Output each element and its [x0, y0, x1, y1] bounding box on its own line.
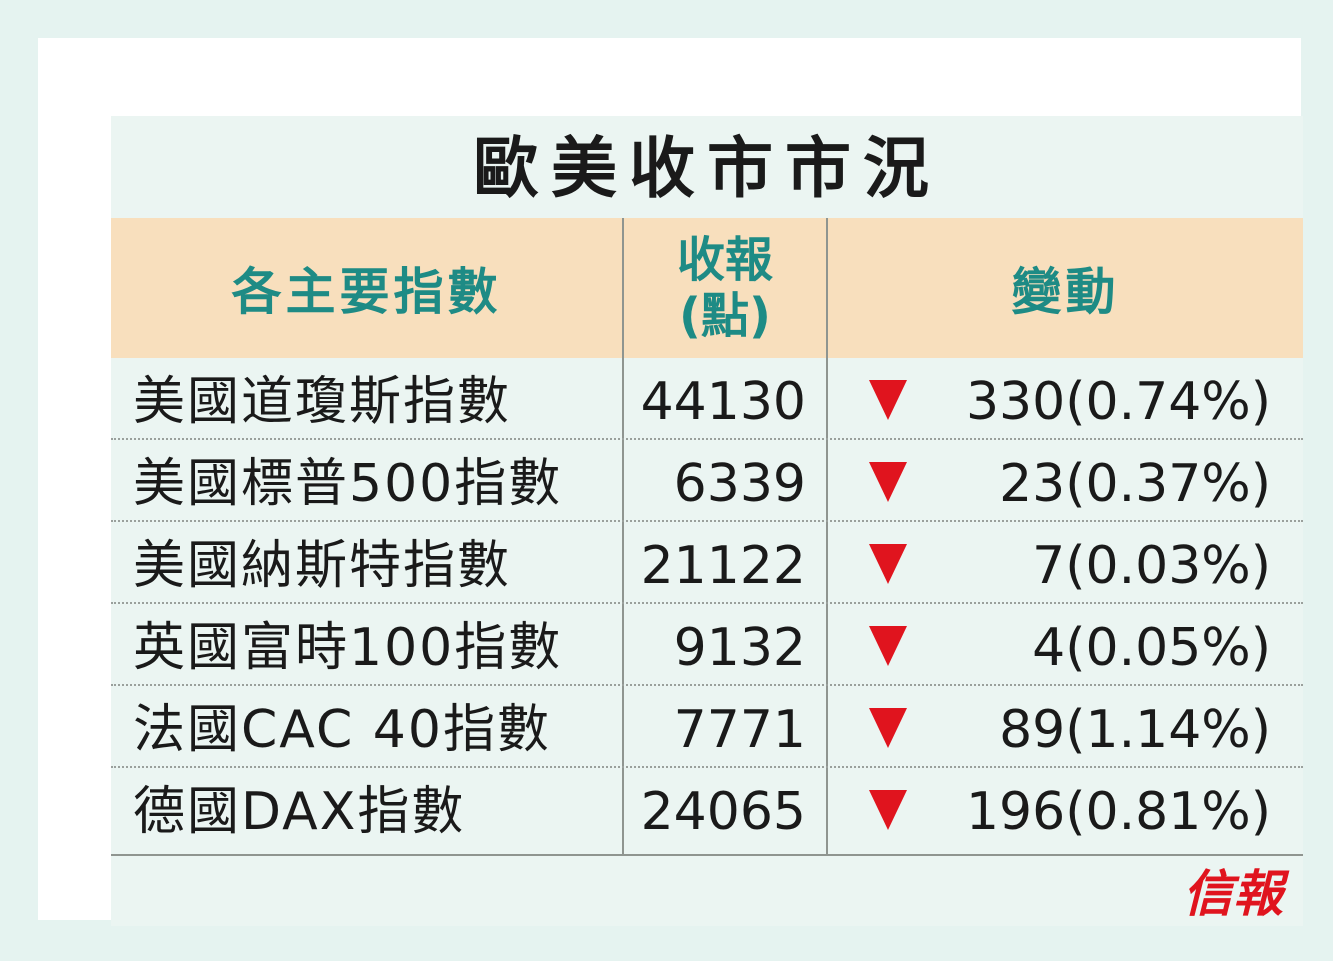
close-value: 9132	[673, 618, 806, 678]
table-body: 美國道瓊斯指數 44130 330(0.74%) 美國標普500指數 6339 …	[111, 358, 1303, 850]
change-value: 7(0.03%)	[1032, 536, 1271, 596]
down-triangle-icon	[869, 626, 907, 666]
close-value: 6339	[673, 454, 806, 514]
down-triangle-icon	[869, 544, 907, 584]
down-triangle-icon	[869, 790, 907, 830]
close-value: 7771	[673, 700, 806, 760]
table-row: 美國納斯特指數 21122 7(0.03%)	[111, 522, 1303, 604]
change-value: 23(0.37%)	[999, 454, 1271, 514]
change-value: 4(0.05%)	[1032, 618, 1271, 678]
column-divider	[826, 218, 828, 854]
index-name: 美國道瓊斯指數	[133, 372, 512, 432]
index-name: 美國納斯特指數	[133, 536, 512, 596]
change-value: 89(1.14%)	[999, 700, 1271, 760]
card: 歐美收市市況 各主要指數 收報 (點) 變動 美國道瓊斯指數 44130 330…	[38, 38, 1303, 926]
index-name: 英國富時100指數	[133, 618, 563, 678]
column-divider	[622, 218, 624, 854]
header-close-line2: (點)	[679, 288, 771, 344]
header-index: 各主要指數	[231, 263, 502, 321]
index-name: 法國CAC 40指數	[133, 700, 551, 760]
publisher-logo: 信報	[1183, 864, 1283, 923]
close-value: 44130	[640, 372, 806, 432]
close-value: 24065	[640, 782, 806, 842]
market-table-panel: 歐美收市市況 各主要指數 收報 (點) 變動 美國道瓊斯指數 44130 330…	[111, 116, 1303, 926]
header-close: 收報 (點)	[624, 218, 826, 358]
table-row: 德國DAX指數 24065 196(0.81%)	[111, 768, 1303, 850]
close-value: 21122	[640, 536, 806, 596]
header-change: 變動	[1011, 263, 1120, 321]
table-row: 英國富時100指數 9132 4(0.05%)	[111, 604, 1303, 686]
table-row: 法國CAC 40指數 7771 89(1.14%)	[111, 686, 1303, 768]
change-value: 330(0.74%)	[965, 372, 1271, 432]
page-title: 歐美收市市況	[473, 130, 941, 207]
table-row: 美國道瓊斯指數 44130 330(0.74%)	[111, 358, 1303, 440]
header-close-line1: 收報	[676, 232, 773, 288]
index-name: 美國標普500指數	[133, 454, 563, 514]
down-triangle-icon	[869, 380, 907, 420]
index-name: 德國DAX指數	[133, 782, 466, 842]
down-triangle-icon	[869, 462, 907, 502]
change-value: 196(0.81%)	[965, 782, 1271, 842]
table-header: 各主要指數 收報 (點) 變動	[111, 218, 1303, 358]
table-bottom-rule	[111, 854, 1303, 856]
down-triangle-icon	[869, 708, 907, 748]
table-row: 美國標普500指數 6339 23(0.37%)	[111, 440, 1303, 522]
